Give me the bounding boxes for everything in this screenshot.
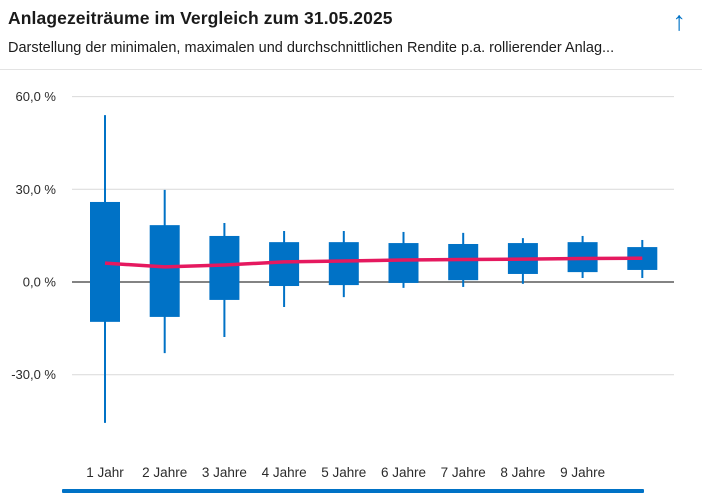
x-axis-label: 6 Jahre: [381, 465, 426, 480]
x-axis-label: 1 Jahr: [86, 465, 124, 480]
header-divider: [0, 69, 702, 70]
candle-8[interactable]: [507, 238, 538, 284]
x-axis-label: 3 Jahre: [202, 465, 247, 480]
candlestick-chart-canvas: 60,0 % 30,0 % 0,0 % -30,0 % 1 Jahr 2 Jahre 3 J…: [11, 89, 674, 480]
candle-4[interactable]: [269, 231, 300, 308]
chart-header: Anlagezeiträume im Vergleich zum 31.05.2…: [0, 0, 702, 70]
range-box: [448, 243, 479, 281]
x-axis-label: 5 Jahre: [321, 465, 366, 480]
x-axis-label: 9 Jahre: [560, 465, 605, 480]
scroll-to-top-icon[interactable]: ↑: [672, 6, 687, 36]
page-subtitle: Darstellung der minimalen, maximalen und…: [8, 40, 615, 56]
range-box: [209, 235, 240, 300]
x-axis-label: 8 Jahre: [500, 465, 545, 480]
range-box: [388, 243, 419, 283]
candle-2[interactable]: [149, 189, 180, 354]
x-axis-label: 2 Jahre: [142, 465, 187, 480]
x-axis-label: 7 Jahre: [441, 465, 486, 480]
chart-area: 60,0 % 30,0 % 0,0 % -30,0 % 1 Jahr 2 Jahre 3 J…: [0, 70, 702, 494]
y-axis-label: 60,0 %: [16, 89, 57, 104]
candle-5[interactable]: [328, 231, 359, 298]
range-scrollbar-thumb[interactable]: [62, 489, 644, 493]
range-box: [90, 201, 120, 322]
candle-1[interactable]: [90, 115, 120, 423]
candle-3[interactable]: [209, 222, 240, 338]
range-box: [328, 242, 359, 286]
page-title: Anlagezeiträume im Vergleich zum 31.05.2…: [8, 8, 393, 28]
candle-7[interactable]: [448, 232, 479, 287]
range-box: [149, 225, 180, 317]
y-axis-label: 0,0 %: [23, 275, 57, 290]
y-axis-label: -30,0 %: [11, 367, 56, 382]
y-axis-label: 30,0 %: [16, 182, 57, 197]
average-return-line: [104, 256, 643, 269]
x-axis-label: 4 Jahre: [262, 465, 307, 480]
